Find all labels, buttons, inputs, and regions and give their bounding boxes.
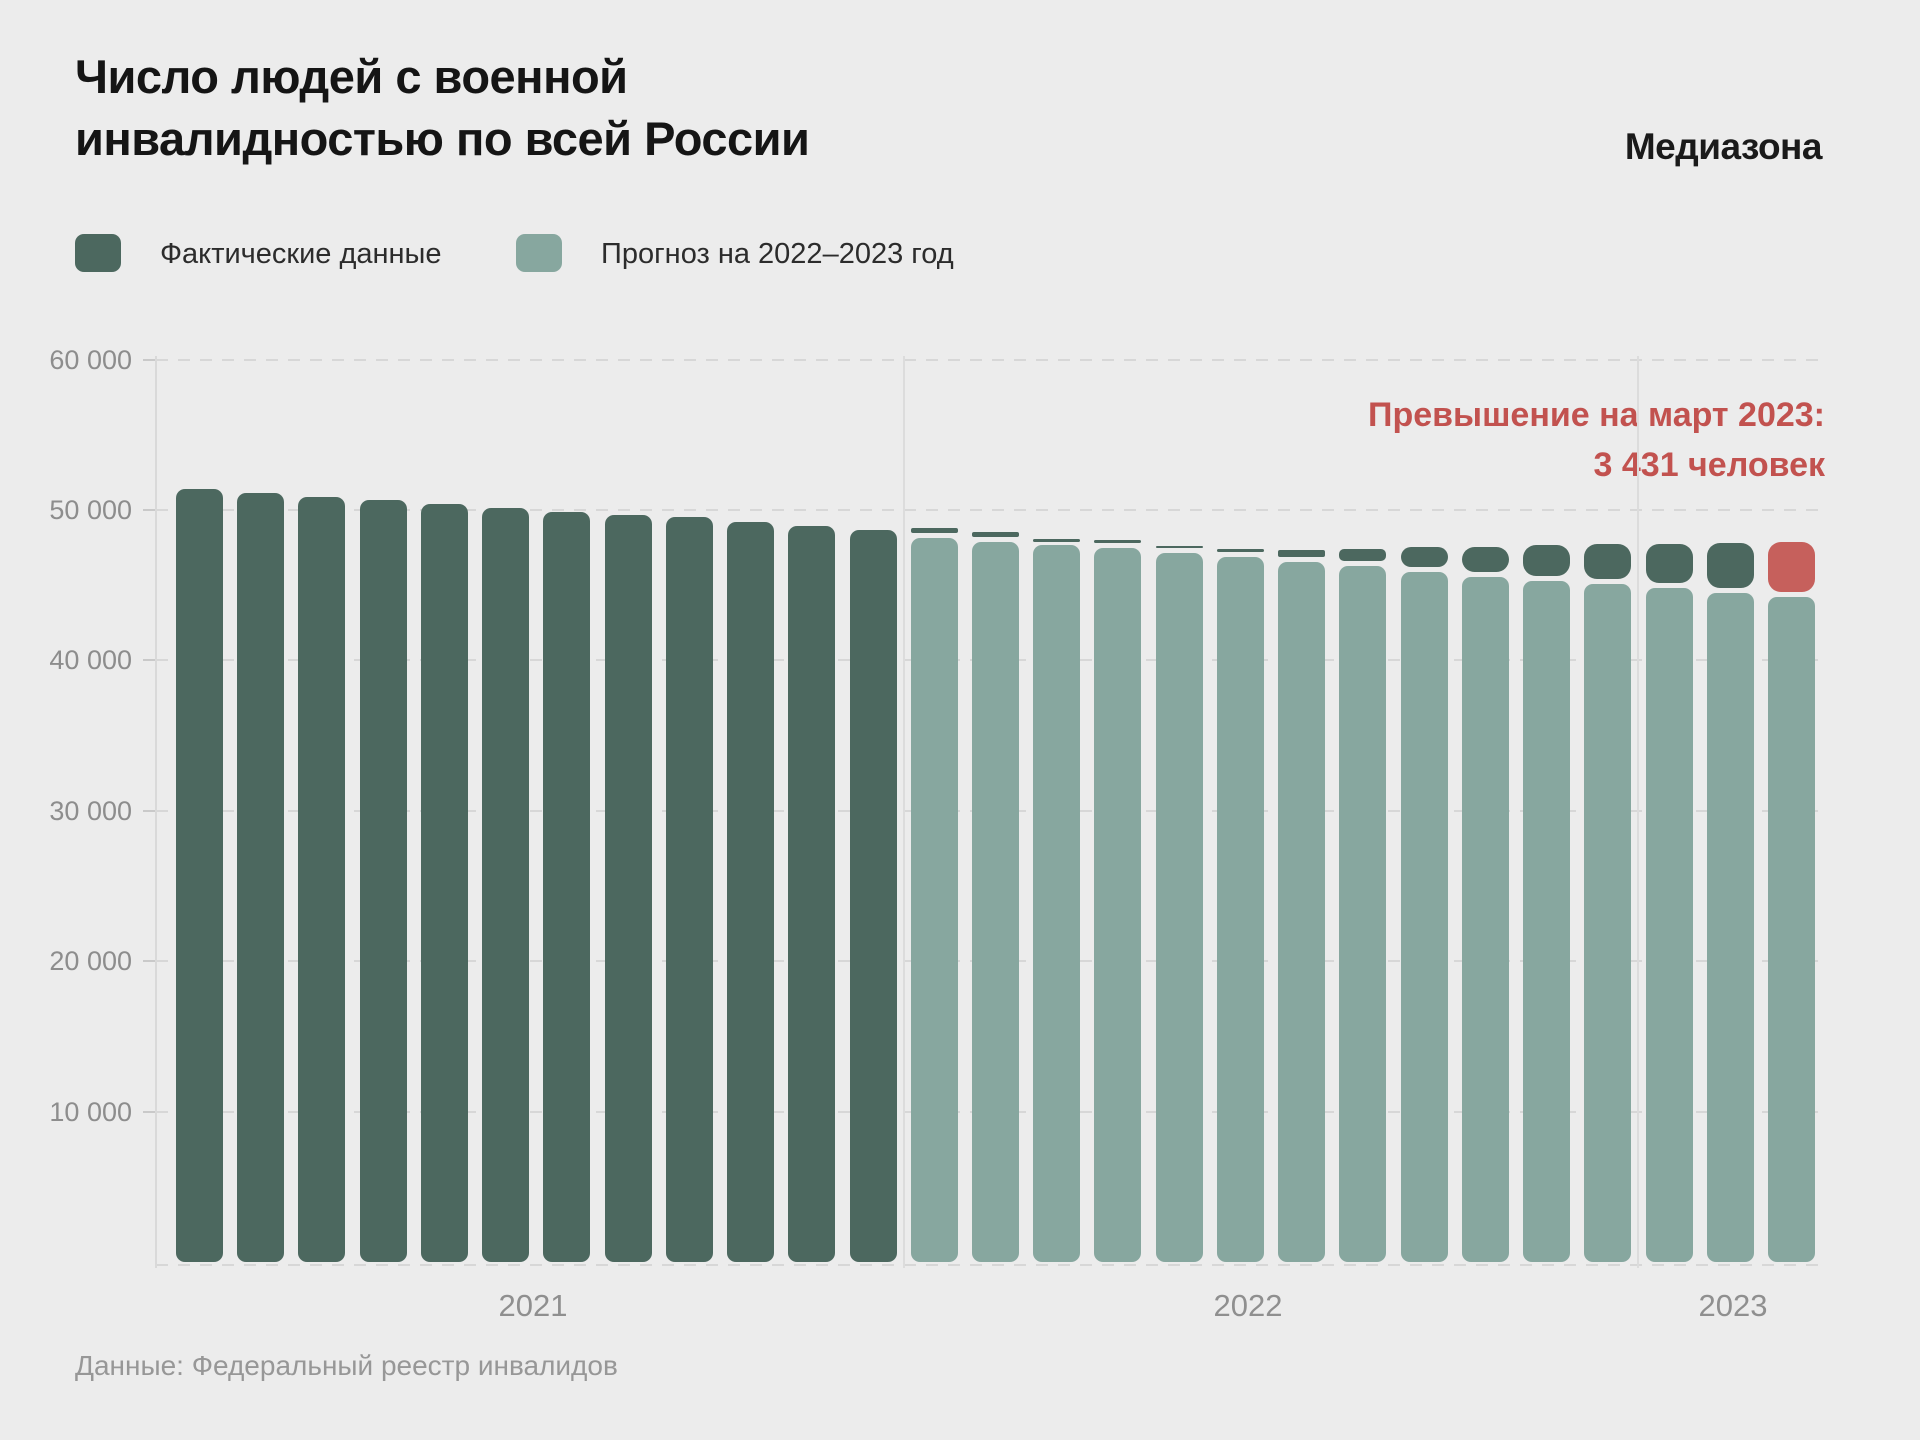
bar-actual-2021-05 (420, 503, 468, 1262)
cap-actual-2022-06 (1216, 548, 1264, 553)
legend-swatch-forecast (516, 234, 562, 272)
x-label-2022: 2022 (1213, 1288, 1283, 1323)
y-tick-label-40000: 40 000 (49, 645, 132, 676)
bar-actual-2021-08 (604, 515, 652, 1262)
y-tick-40000 (143, 659, 156, 662)
excess-annotation: Превышение на март 2023: 3 431 человек (1368, 390, 1825, 490)
bar-forecast-2023-01 (1645, 588, 1693, 1262)
page-title-line2: инвалидностью по всей России (75, 112, 810, 165)
bar-forecast-2023-02 (1706, 593, 1754, 1262)
bar-actual-2021-06 (482, 507, 530, 1262)
x-label-2021: 2021 (498, 1288, 568, 1323)
bar-forecast-2023-03 (1767, 597, 1815, 1262)
bar-actual-2021-09 (665, 516, 713, 1262)
bar-forecast-2022-07 (1278, 561, 1326, 1262)
cap-actual-2022-11 (1523, 545, 1571, 576)
bar-forecast-2022-09 (1400, 572, 1448, 1262)
page-title-line1: Число людей с военной (75, 50, 628, 103)
y-tick-50000 (143, 509, 156, 511)
cap-actual-2023-01 (1645, 543, 1693, 584)
legend-swatch-actual (75, 234, 121, 272)
gridline-50000 (156, 509, 1825, 511)
bar-forecast-2022-11 (1523, 580, 1571, 1262)
y-tick-label-60000: 60 000 (49, 344, 132, 375)
bar-actual-2021-10 (727, 522, 775, 1262)
bar-forecast-2022-01 (910, 537, 958, 1262)
bar-actual-2021-03 (298, 497, 346, 1262)
x-label-2023: 2023 (1698, 1288, 1768, 1323)
year-separator-2023 (1637, 356, 1640, 1268)
y-tick-10000 (143, 1110, 156, 1113)
cap-excess-red-2023-03 (1767, 541, 1815, 593)
bar-forecast-2022-12 (1584, 584, 1632, 1262)
legend-label-forecast: Прогноз на 2022–2023 год (601, 238, 954, 270)
legend-label-actual: Фактические данные (160, 238, 442, 270)
cap-actual-2022-01 (910, 527, 958, 533)
cap-actual-2022-08 (1339, 548, 1387, 562)
bar-actual-2021-11 (788, 525, 836, 1262)
cap-actual-2022-05 (1155, 545, 1203, 549)
bar-actual-2021-07 (543, 511, 591, 1262)
cap-actual-2022-10 (1461, 546, 1509, 572)
y-axis-line (155, 356, 157, 1268)
gridline-60000 (156, 358, 1825, 361)
y-tick-30000 (143, 809, 156, 812)
bar-forecast-2022-08 (1339, 566, 1387, 1262)
bar-forecast-2022-02 (971, 541, 1019, 1262)
cap-actual-2022-09 (1400, 547, 1448, 568)
bar-forecast-2022-03 (1033, 544, 1081, 1262)
excess-annotation-line1: Превышение на март 2023: (1368, 396, 1825, 434)
mediazona-logo: Медиазона (1624, 126, 1823, 167)
cap-actual-2023-02 (1706, 542, 1754, 589)
baseline-gridline (156, 1264, 1825, 1266)
cap-actual-2022-03 (1033, 539, 1081, 542)
y-tick-label-30000: 30 000 (49, 795, 132, 826)
year-separator-2022 (902, 356, 905, 1268)
bar-actual-2021-04 (359, 500, 407, 1262)
cap-actual-2022-04 (1094, 539, 1142, 544)
page-title: Число людей с военной инвалидностью по в… (75, 46, 810, 170)
bar-forecast-2022-10 (1461, 576, 1509, 1262)
bar-forecast-2022-06 (1216, 557, 1264, 1262)
cap-actual-2022-02 (971, 532, 1019, 537)
excess-annotation-line2: 3 431 человек (1593, 446, 1825, 484)
y-tick-label-20000: 20 000 (49, 946, 132, 977)
cap-actual-2022-07 (1278, 549, 1326, 557)
bar-forecast-2022-04 (1094, 548, 1142, 1262)
source-note: Данные: Федеральный реестр инвалидов (75, 1350, 618, 1381)
bar-forecast-2022-05 (1155, 552, 1203, 1262)
bar-actual-2021-12 (849, 530, 897, 1262)
bar-actual-2021-01 (176, 488, 223, 1262)
y-tick-label-10000: 10 000 (49, 1096, 132, 1127)
y-tick-label-50000: 50 000 (49, 495, 132, 525)
bar-actual-2021-02 (237, 492, 285, 1262)
cap-actual-2022-12 (1584, 544, 1632, 580)
y-tick-20000 (143, 960, 156, 963)
y-tick-60000 (143, 358, 156, 361)
